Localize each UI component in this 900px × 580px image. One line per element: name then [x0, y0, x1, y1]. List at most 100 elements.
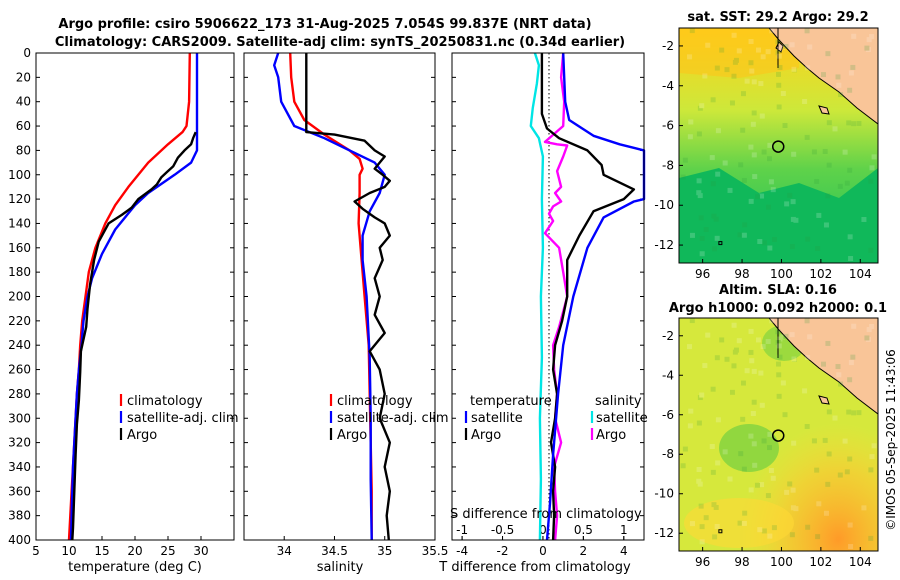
pixel	[740, 380, 746, 386]
pixel	[784, 201, 790, 207]
pixel	[816, 212, 822, 218]
pixel	[847, 456, 853, 462]
pixel	[740, 127, 746, 133]
y-tick-label: 220	[8, 314, 31, 328]
pixel	[807, 334, 813, 340]
map-y-tick-label: -4	[662, 79, 674, 93]
pixel	[825, 193, 831, 199]
map-y-tick-label: -4	[662, 368, 674, 382]
salinity-panel: 34 34.5 35 35.5	[243, 52, 448, 558]
map-x-tick-label: 96	[695, 267, 710, 281]
pixel	[869, 34, 875, 40]
pixel	[727, 476, 733, 482]
pixel	[738, 162, 744, 168]
pixel	[835, 74, 841, 80]
pixel	[776, 393, 782, 399]
sla-map-title-line2: Argo h1000: 0.092 h2000: 0.1	[669, 301, 887, 316]
pixel	[727, 187, 733, 193]
pixel	[744, 368, 750, 374]
pixel	[825, 340, 831, 346]
pixel	[751, 152, 757, 158]
pixel	[789, 42, 795, 48]
pixel	[767, 533, 773, 539]
pixel	[702, 363, 708, 369]
pixel	[871, 154, 877, 160]
map-x-tick-label: 104	[849, 267, 872, 281]
pixel	[775, 39, 781, 45]
pixel	[710, 97, 716, 103]
pixel	[790, 199, 796, 205]
difference-top-xlabel: S difference from climatology	[450, 507, 642, 522]
legend-argo-label: Argo	[337, 428, 367, 443]
y-tick-label: 80	[16, 143, 31, 157]
y-tick-label: 160	[8, 241, 31, 255]
pixel	[754, 482, 760, 488]
pixel	[791, 356, 797, 362]
legend-satellite-label: satellite-adj. clim	[127, 411, 239, 426]
pixel	[770, 475, 776, 481]
pixel	[856, 410, 862, 416]
pixel-texture	[680, 28, 877, 262]
pixel	[814, 178, 820, 184]
pixel	[780, 334, 786, 340]
pixel	[780, 380, 786, 386]
series-satellite-adj-clim	[273, 52, 386, 541]
pixel	[805, 65, 811, 71]
pixel	[705, 332, 711, 338]
pixel	[776, 372, 782, 378]
series-argo	[305, 53, 391, 541]
pixel	[733, 347, 739, 353]
map-x-tick-label: 104	[849, 555, 872, 569]
y-tick-label: 0	[23, 46, 31, 60]
pixel	[820, 72, 826, 78]
pixel	[750, 121, 756, 127]
argo-position-marker	[771, 140, 785, 153]
map-y-tick-label: -8	[662, 158, 674, 172]
pixel	[759, 193, 765, 199]
y-tick-label: 60	[16, 119, 31, 133]
pixel	[826, 162, 832, 168]
pixel	[811, 149, 817, 155]
pixel	[823, 222, 829, 228]
pixel	[866, 37, 872, 43]
pixel	[750, 411, 756, 417]
pixel	[751, 79, 757, 85]
pixel	[825, 51, 831, 57]
pixel	[697, 481, 703, 487]
pixel	[689, 318, 695, 324]
pixel	[741, 466, 747, 472]
pixel	[761, 149, 767, 155]
top-x-tick-label: -0.5	[491, 523, 514, 537]
sst-map-axes: 96 98 100 102 104 -2 -4 -6 -8 -10 -12	[654, 27, 879, 281]
x-tick-label: 35	[377, 544, 392, 558]
pixel	[780, 90, 786, 96]
pixel	[836, 82, 842, 88]
pixel	[724, 356, 730, 362]
pixel	[687, 134, 693, 140]
pixel	[736, 48, 742, 54]
map-y-tick-label: -6	[662, 408, 674, 422]
pixel	[851, 121, 857, 127]
pixel	[851, 33, 857, 39]
pixel	[711, 213, 717, 219]
pixel	[776, 82, 782, 88]
pixel	[709, 155, 715, 161]
pixel	[712, 534, 718, 540]
series-t-satellite	[529, 52, 545, 541]
pixel	[868, 467, 874, 473]
ticks: 5 10 15 20 25 3002040608010012014016018020022…	[8, 46, 234, 558]
pixel	[736, 338, 742, 344]
pixel	[777, 46, 783, 52]
pixel	[811, 438, 817, 444]
pixel	[697, 395, 703, 401]
pixel	[699, 251, 705, 257]
pixel	[776, 53, 782, 59]
map-y-tick-label: -12	[654, 238, 674, 252]
legend-t-satellite-label: satellite	[471, 411, 523, 426]
pixel	[740, 91, 746, 97]
pixel	[687, 54, 693, 60]
x-tick-label: 34	[277, 544, 292, 558]
pixel	[815, 534, 821, 540]
pixel	[741, 520, 747, 526]
pixel	[826, 409, 832, 415]
